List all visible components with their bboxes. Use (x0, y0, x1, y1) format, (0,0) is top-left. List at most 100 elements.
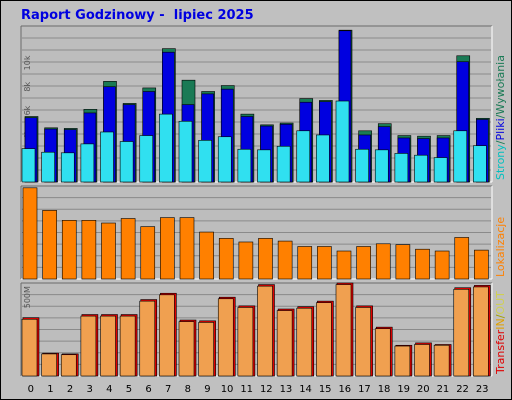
bar-transfer-in (198, 322, 214, 377)
bar-hits (316, 134, 330, 183)
legend-2: TransferIN/OUT (494, 291, 507, 375)
x-tick-label: 20 (417, 384, 430, 395)
x-tick-label: 4 (106, 384, 112, 395)
bar-hits (374, 149, 389, 183)
x-tick-label: 12 (260, 384, 273, 395)
bar-hits (433, 157, 448, 183)
bar-transfer-in (335, 284, 352, 377)
bar-transfer-in (21, 318, 38, 377)
bar-hits (41, 151, 55, 183)
x-tick-label: 11 (240, 384, 253, 395)
x-tick-label: 9 (204, 384, 210, 395)
legend-part: IN (494, 318, 507, 329)
x-tick-label: 10 (221, 384, 234, 395)
x-tick-label: 14 (299, 384, 312, 395)
legend-part: Transfer (494, 329, 507, 375)
x-tick-label: 1 (47, 384, 53, 395)
bar-visits (22, 187, 38, 280)
y-tick-label: 10k (23, 55, 32, 70)
bar-visits (356, 246, 371, 280)
legend-part: Wywołania (494, 55, 507, 115)
bar-visits (375, 243, 391, 280)
x-tick-label: 13 (280, 384, 293, 395)
page-title: Raport Godzinowy - lipiec 2025 (21, 8, 254, 23)
legend-part: / (494, 114, 507, 118)
legend-part: Strony (494, 144, 507, 180)
bar-hits (178, 120, 193, 183)
bar-visits (199, 231, 214, 280)
legend-part: Pliki (494, 118, 507, 140)
bar-hits (414, 154, 428, 183)
chart-panel-0 (21, 26, 492, 182)
bar-transfer-in (100, 315, 116, 377)
bar-hits (119, 141, 134, 183)
x-tick-label: 8 (185, 384, 191, 395)
bar-hits (453, 130, 468, 183)
bar-transfer-in (60, 354, 77, 377)
legend-part: Lokalizacje (494, 217, 507, 277)
bar-hits (257, 149, 271, 183)
bar-visits (81, 220, 97, 280)
bar-visits (336, 250, 352, 280)
x-tick-label: 18 (378, 384, 391, 395)
bar-visits (297, 246, 313, 280)
bar-visits (120, 218, 136, 280)
legend-1: Lokalizacje (494, 217, 507, 277)
bar-visits (395, 244, 411, 280)
bar-transfer-in (473, 286, 489, 377)
bar-hits (394, 153, 409, 183)
bar-visits (218, 238, 234, 280)
bar-hits (198, 140, 212, 183)
bar-transfer-in (355, 307, 371, 377)
bar-hits (217, 136, 232, 183)
bar-hits (21, 148, 36, 183)
y-tick-label: 6k (23, 105, 32, 115)
bar-hits (139, 135, 154, 183)
bar-transfer-in (119, 315, 136, 377)
bar-transfer-in (237, 307, 254, 377)
x-tick-label: 19 (397, 384, 410, 395)
x-tick-label: 22 (456, 384, 469, 395)
x-tick-label: 23 (476, 384, 489, 395)
bar-visits (238, 241, 254, 280)
x-tick-label: 16 (338, 384, 351, 395)
y-tick-label: 500M (23, 286, 32, 308)
y-tick-label: 8k (23, 82, 32, 92)
bar-transfer-in (394, 345, 411, 377)
bar-transfer-in (276, 310, 293, 377)
bar-transfer-in (316, 302, 332, 377)
x-tick-label: 17 (358, 384, 371, 395)
bar-transfer-in (41, 353, 57, 377)
bar-transfer-in (257, 285, 273, 377)
bar-transfer-in (296, 307, 313, 377)
legend-0: Strony/Pliki/Wywołania (494, 55, 507, 180)
bar-visits (140, 226, 156, 280)
bar-visits (42, 210, 57, 280)
bar-transfer-in (433, 344, 450, 377)
x-tick-label: 2 (67, 384, 73, 395)
bar-hits (473, 145, 487, 183)
bar-hits (276, 145, 291, 183)
bar-transfer-in (159, 294, 175, 377)
bar-visits (258, 238, 273, 280)
bar-visits (415, 248, 430, 280)
bar-transfer-in (139, 300, 156, 377)
x-tick-label: 21 (437, 384, 450, 395)
bar-transfer-in (374, 328, 391, 377)
x-tick-label: 15 (319, 384, 332, 395)
x-tick-label: 6 (145, 384, 151, 395)
bar-hits (335, 100, 350, 183)
bar-transfer-in (178, 321, 195, 377)
x-tick-label: 0 (28, 384, 34, 395)
bar-hits (296, 130, 311, 183)
bar-hits (60, 152, 75, 183)
legend-part: / (494, 140, 507, 144)
bar-transfer-in (217, 298, 234, 377)
bar-transfer-in (414, 344, 430, 377)
bar-hits (159, 113, 173, 183)
bar-hits (355, 148, 369, 183)
bar-visits (454, 237, 470, 280)
bar-hits (237, 148, 252, 183)
bar-hits (100, 131, 114, 183)
